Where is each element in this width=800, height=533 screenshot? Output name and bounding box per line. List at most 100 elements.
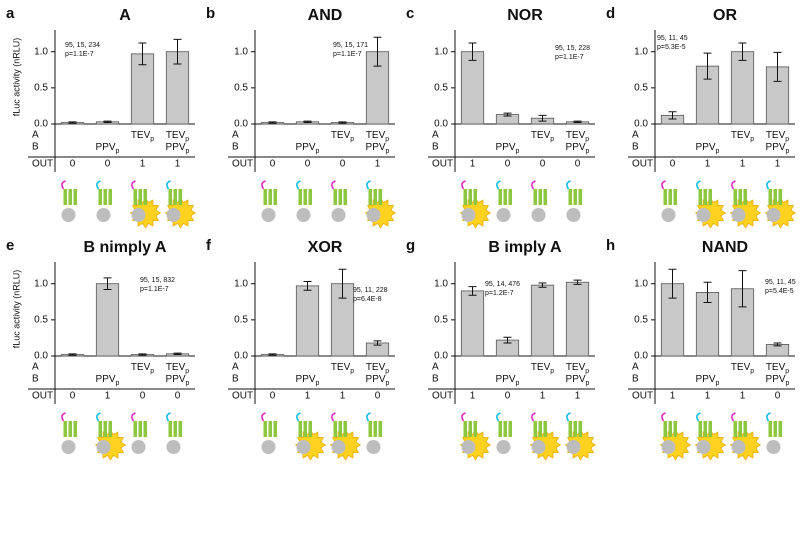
linker-icon — [731, 180, 736, 190]
coil-icon — [108, 189, 112, 205]
row-a-label: TEVp — [766, 362, 789, 375]
panel-title: NOR — [507, 7, 543, 24]
coil-icon — [73, 189, 77, 205]
y-axis-label: fLuc activity (nRLU) — [11, 270, 21, 349]
out-value: 1 — [740, 391, 746, 402]
coil-icon — [168, 421, 172, 437]
coil-icon — [533, 189, 537, 205]
luciferase-icon — [731, 440, 746, 454]
row-b-label: PPVp — [296, 142, 320, 155]
coil-icon — [308, 421, 312, 437]
coil-icon — [743, 189, 747, 205]
error-bar — [68, 353, 77, 356]
coil-icon — [373, 189, 377, 205]
panel-letter: c — [406, 5, 414, 22]
out-value: 1 — [575, 391, 581, 402]
coil-icon — [468, 189, 472, 205]
panel-title: AND — [308, 7, 343, 24]
error-bar — [103, 277, 112, 290]
error-bar — [573, 120, 582, 124]
linker-icon — [566, 180, 571, 190]
linker-icon — [96, 412, 101, 422]
bar — [95, 283, 120, 357]
error-bar — [538, 282, 547, 288]
y-tick-label: 0.5 — [634, 82, 648, 93]
coil-icon — [63, 421, 67, 437]
row-label: A — [232, 362, 239, 373]
error-bar — [303, 120, 312, 124]
error-bar — [373, 340, 382, 346]
luciferase-icon — [461, 440, 476, 454]
row-label: B — [432, 374, 439, 385]
linker-icon — [461, 412, 466, 422]
coil-icon — [473, 421, 477, 437]
coil-icon — [173, 189, 177, 205]
coil-icon — [378, 189, 382, 205]
coil-icon — [138, 421, 142, 437]
y-tick-label: 0.5 — [434, 314, 448, 325]
coil-icon — [143, 189, 147, 205]
coil-icon — [68, 421, 72, 437]
coil-icon — [378, 421, 382, 437]
linker-icon — [461, 180, 466, 190]
stat-note: p=6.4E-8 — [353, 296, 382, 303]
coil-icon — [698, 421, 702, 437]
row-a-label: TEVp — [566, 362, 589, 375]
bar — [460, 290, 485, 357]
y-tick-label: 0.5 — [434, 82, 448, 93]
out-value: 1 — [470, 159, 476, 170]
luciferase-icon — [531, 440, 546, 454]
bar — [295, 285, 320, 357]
panel-title: NAND — [702, 239, 748, 256]
coil-icon — [578, 421, 582, 437]
coil-icon — [673, 189, 677, 205]
row-label: OUT — [32, 391, 53, 402]
stat-note: 95, 15, 234 — [65, 42, 100, 49]
coil-icon — [573, 189, 577, 205]
out-value: 0 — [670, 159, 676, 170]
y-tick-label: 1.0 — [234, 46, 248, 57]
stat-note: 95, 15, 171 — [333, 42, 368, 49]
row-label: OUT — [632, 159, 653, 170]
luciferase-icon — [296, 440, 311, 454]
row-label: B — [32, 374, 39, 385]
luciferase-icon — [696, 440, 711, 454]
out-value: 0 — [140, 391, 146, 402]
coil-icon — [133, 421, 137, 437]
out-value: 1 — [670, 391, 676, 402]
row-a-label: TEVp — [131, 130, 154, 143]
coil-icon — [368, 421, 372, 437]
stat-note: p=1.1E-7 — [140, 286, 169, 293]
out-value: 1 — [775, 159, 781, 170]
bar — [530, 284, 555, 357]
out-value: 0 — [305, 159, 311, 170]
row-b-label: PPVp — [366, 142, 390, 155]
row-b-label: PPVp — [366, 374, 390, 387]
error-bar — [268, 121, 277, 124]
error-bar — [503, 336, 512, 344]
row-b-label: PPVp — [566, 142, 590, 155]
coil-icon — [103, 189, 107, 205]
coil-icon — [333, 189, 337, 205]
linker-icon — [531, 412, 536, 422]
coil-icon — [308, 189, 312, 205]
coil-icon — [373, 421, 377, 437]
stat-note: 95, 11, 228 — [353, 287, 388, 294]
coil-icon — [303, 421, 307, 437]
error-bar — [468, 42, 477, 61]
row-label: OUT — [432, 159, 453, 170]
luciferase-icon — [696, 208, 711, 222]
error-bar — [268, 353, 277, 356]
coil-icon — [498, 189, 502, 205]
linker-icon — [131, 412, 136, 422]
coil-icon — [768, 189, 772, 205]
error-bar — [573, 279, 582, 285]
panel-title: B imply A — [488, 239, 562, 256]
stat-note: 95, 15, 228 — [555, 45, 590, 52]
luciferase-icon — [566, 208, 581, 222]
linker-icon — [531, 180, 536, 190]
coil-icon — [508, 189, 512, 205]
luciferase-icon — [261, 440, 276, 454]
y-tick-label: 0.0 — [34, 351, 48, 362]
coil-icon — [138, 189, 142, 205]
